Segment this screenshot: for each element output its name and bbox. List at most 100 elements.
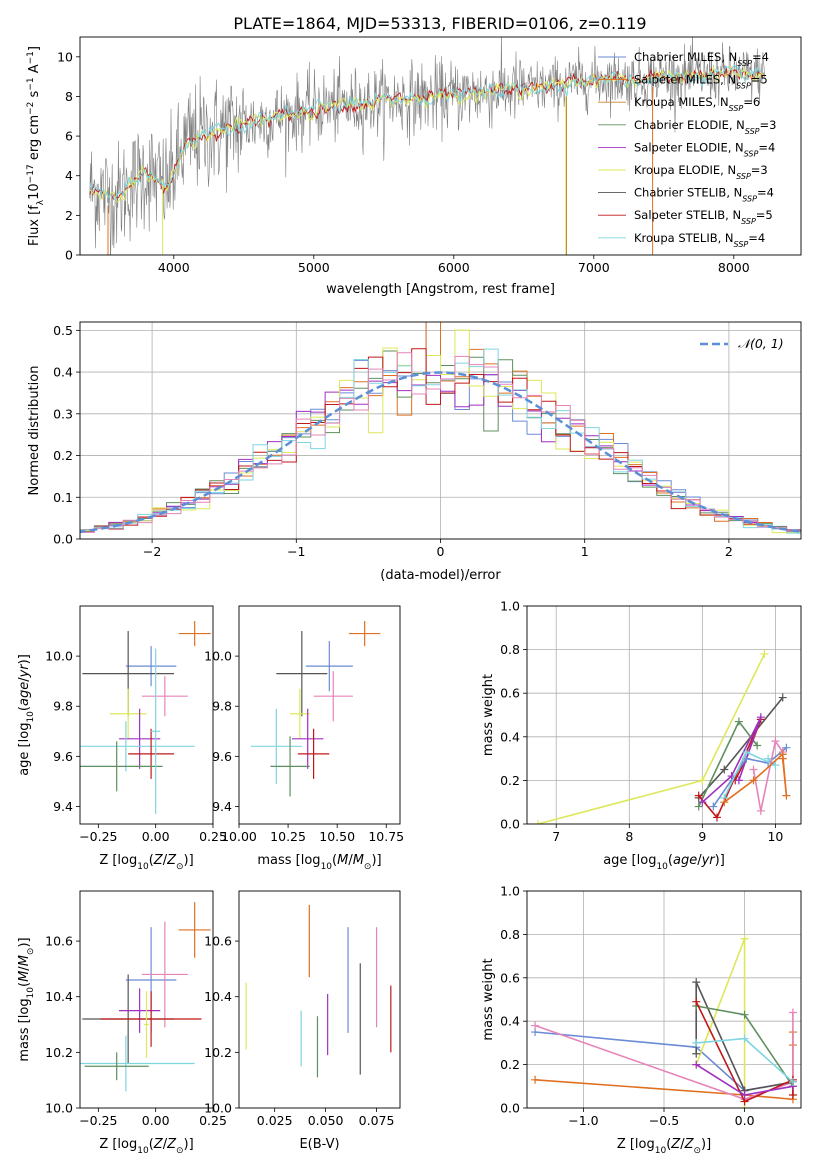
plus-marker [533,820,542,824]
x-tick-label: −2 [143,544,161,559]
y-tick-label: 10.0 [45,649,73,664]
plus-marker [782,743,791,752]
label-part: / [163,853,168,868]
y-tick-label: 0.4 [500,729,520,744]
legend-name: Salpeter STELIB, N [634,208,741,222]
label-part: mass [log [257,853,320,868]
y-tick-label: 8 [65,89,73,104]
label-part: 10 [27,183,42,200]
plot-area [533,649,791,824]
label-part: age [log [17,723,32,776]
y-tick-label: 10.0 [45,1101,73,1116]
label-part: 10 [26,987,36,999]
legend-entry: Kroupa ELODIE, NSSP=3 [634,163,768,181]
legend-sub: SSP [736,81,751,90]
x-tick-label: 0.075 [359,1113,395,1128]
label-part: ( [666,1137,671,1152]
plus-marker [692,1038,701,1047]
error-bar-point [297,728,330,779]
label-part: / [348,853,353,868]
axes-frame [238,890,401,1109]
label-part: Z [153,853,164,868]
y-tick-label: 0.0 [53,532,73,547]
label-part: −1 [26,77,36,90]
x-tick-label: 0.0 [735,1113,755,1128]
gaussian-curve [80,371,801,533]
x-tick-label: −1 [287,544,305,559]
plus-marker [740,1034,749,1043]
y-tick-label: 10.4 [45,989,73,1004]
mass-weight-line [695,938,746,1108]
error-bar-point [313,671,353,722]
label-part: −17 [26,164,36,183]
y-tick-label: 0.0 [500,1101,520,1116]
error-bar-point [118,708,161,769]
legend-name: Kroupa STELIB, N [634,231,734,245]
y-tick-label: 0.1 [53,490,73,505]
error-bar-point [270,736,310,797]
label-part: / [163,1137,168,1152]
x-tick-label: 4000 [158,260,190,275]
plus-marker [760,649,769,658]
x-axis-label: mass [log10(M/M⊙)] [257,853,381,872]
x-axis-label: age [log10(age/yr)] [603,853,725,872]
legend-entry: Kroupa MILES, NSSP=6 [634,95,760,113]
legend-name: Kroupa MILES, N [634,95,729,109]
error-bar-point [276,631,328,717]
legend-sub: SSP [742,194,757,203]
error-bar-point [84,1052,149,1081]
error-bar-point [125,646,177,687]
plus-marker [764,754,773,763]
plus-marker [749,765,758,774]
plot-area [245,904,392,1078]
y-tick-label: 1.0 [500,599,520,614]
y-tick-label: 9.4 [53,799,73,814]
y-tick-label: 0.3 [53,406,73,421]
label-part: ⊙ [364,862,372,872]
x-axis-label: (data-model)/error [380,568,501,583]
x-axis-label: Z [log10(Z/Z⊙)] [99,1137,193,1156]
plus-marker [698,776,707,785]
label-part: ( [149,1137,154,1152]
error-bar-point [144,991,149,1058]
label-part: mass [log [17,998,32,1061]
x-tick-label: 10.00 [221,829,257,844]
y-tick-label: 10.0 [204,1101,232,1116]
plus-marker [771,761,780,770]
label-part: A [27,64,42,77]
legend-suffix: =4 [748,231,765,245]
x-tick-label: 5000 [298,260,330,275]
y-tick-label: 0.2 [500,773,520,788]
error-bar-point [80,721,195,772]
y-tick-label: 10.0 [204,649,232,664]
error-bar-point [141,921,188,1028]
legend-sub: SSP [736,172,751,181]
legend-entry: Kroupa STELIB, NSSP=4 [634,231,765,249]
label-part: )] [17,937,32,947]
x-tick-label: 10 [767,829,783,844]
label-part: / [697,853,702,868]
error-bar-point [151,648,161,814]
x-tick-label: −0.5 [649,1113,679,1128]
axes-frame [238,605,401,825]
panel-4: 10.00 10.25 10.50 10.75 9.4 9.6 9.8 10.0 mass [l… [204,605,404,872]
plus-marker [692,997,701,1006]
x-tick-label: 0.050 [308,1113,344,1128]
y-axis-label: Normed distribution [27,366,42,496]
y-tick-label: 0.4 [53,365,73,380]
legend-entry: Salpeter MILES, NSSP=5 [634,73,768,91]
plus-marker [740,934,749,943]
legend-suffix: =3 [760,118,777,132]
label-part: ( [332,853,337,868]
x-tick-label: −1.0 [568,1113,598,1128]
y-axis-label: mass weight [481,674,496,756]
error-bar-point [305,641,353,692]
label-part: age [17,682,32,706]
x-tick-label: 6000 [438,260,470,275]
label-part: 10 [137,1146,149,1156]
label-part: / [17,966,32,971]
plus-marker [694,802,703,811]
plus-marker [734,717,743,726]
legend-suffix: =6 [743,95,760,109]
